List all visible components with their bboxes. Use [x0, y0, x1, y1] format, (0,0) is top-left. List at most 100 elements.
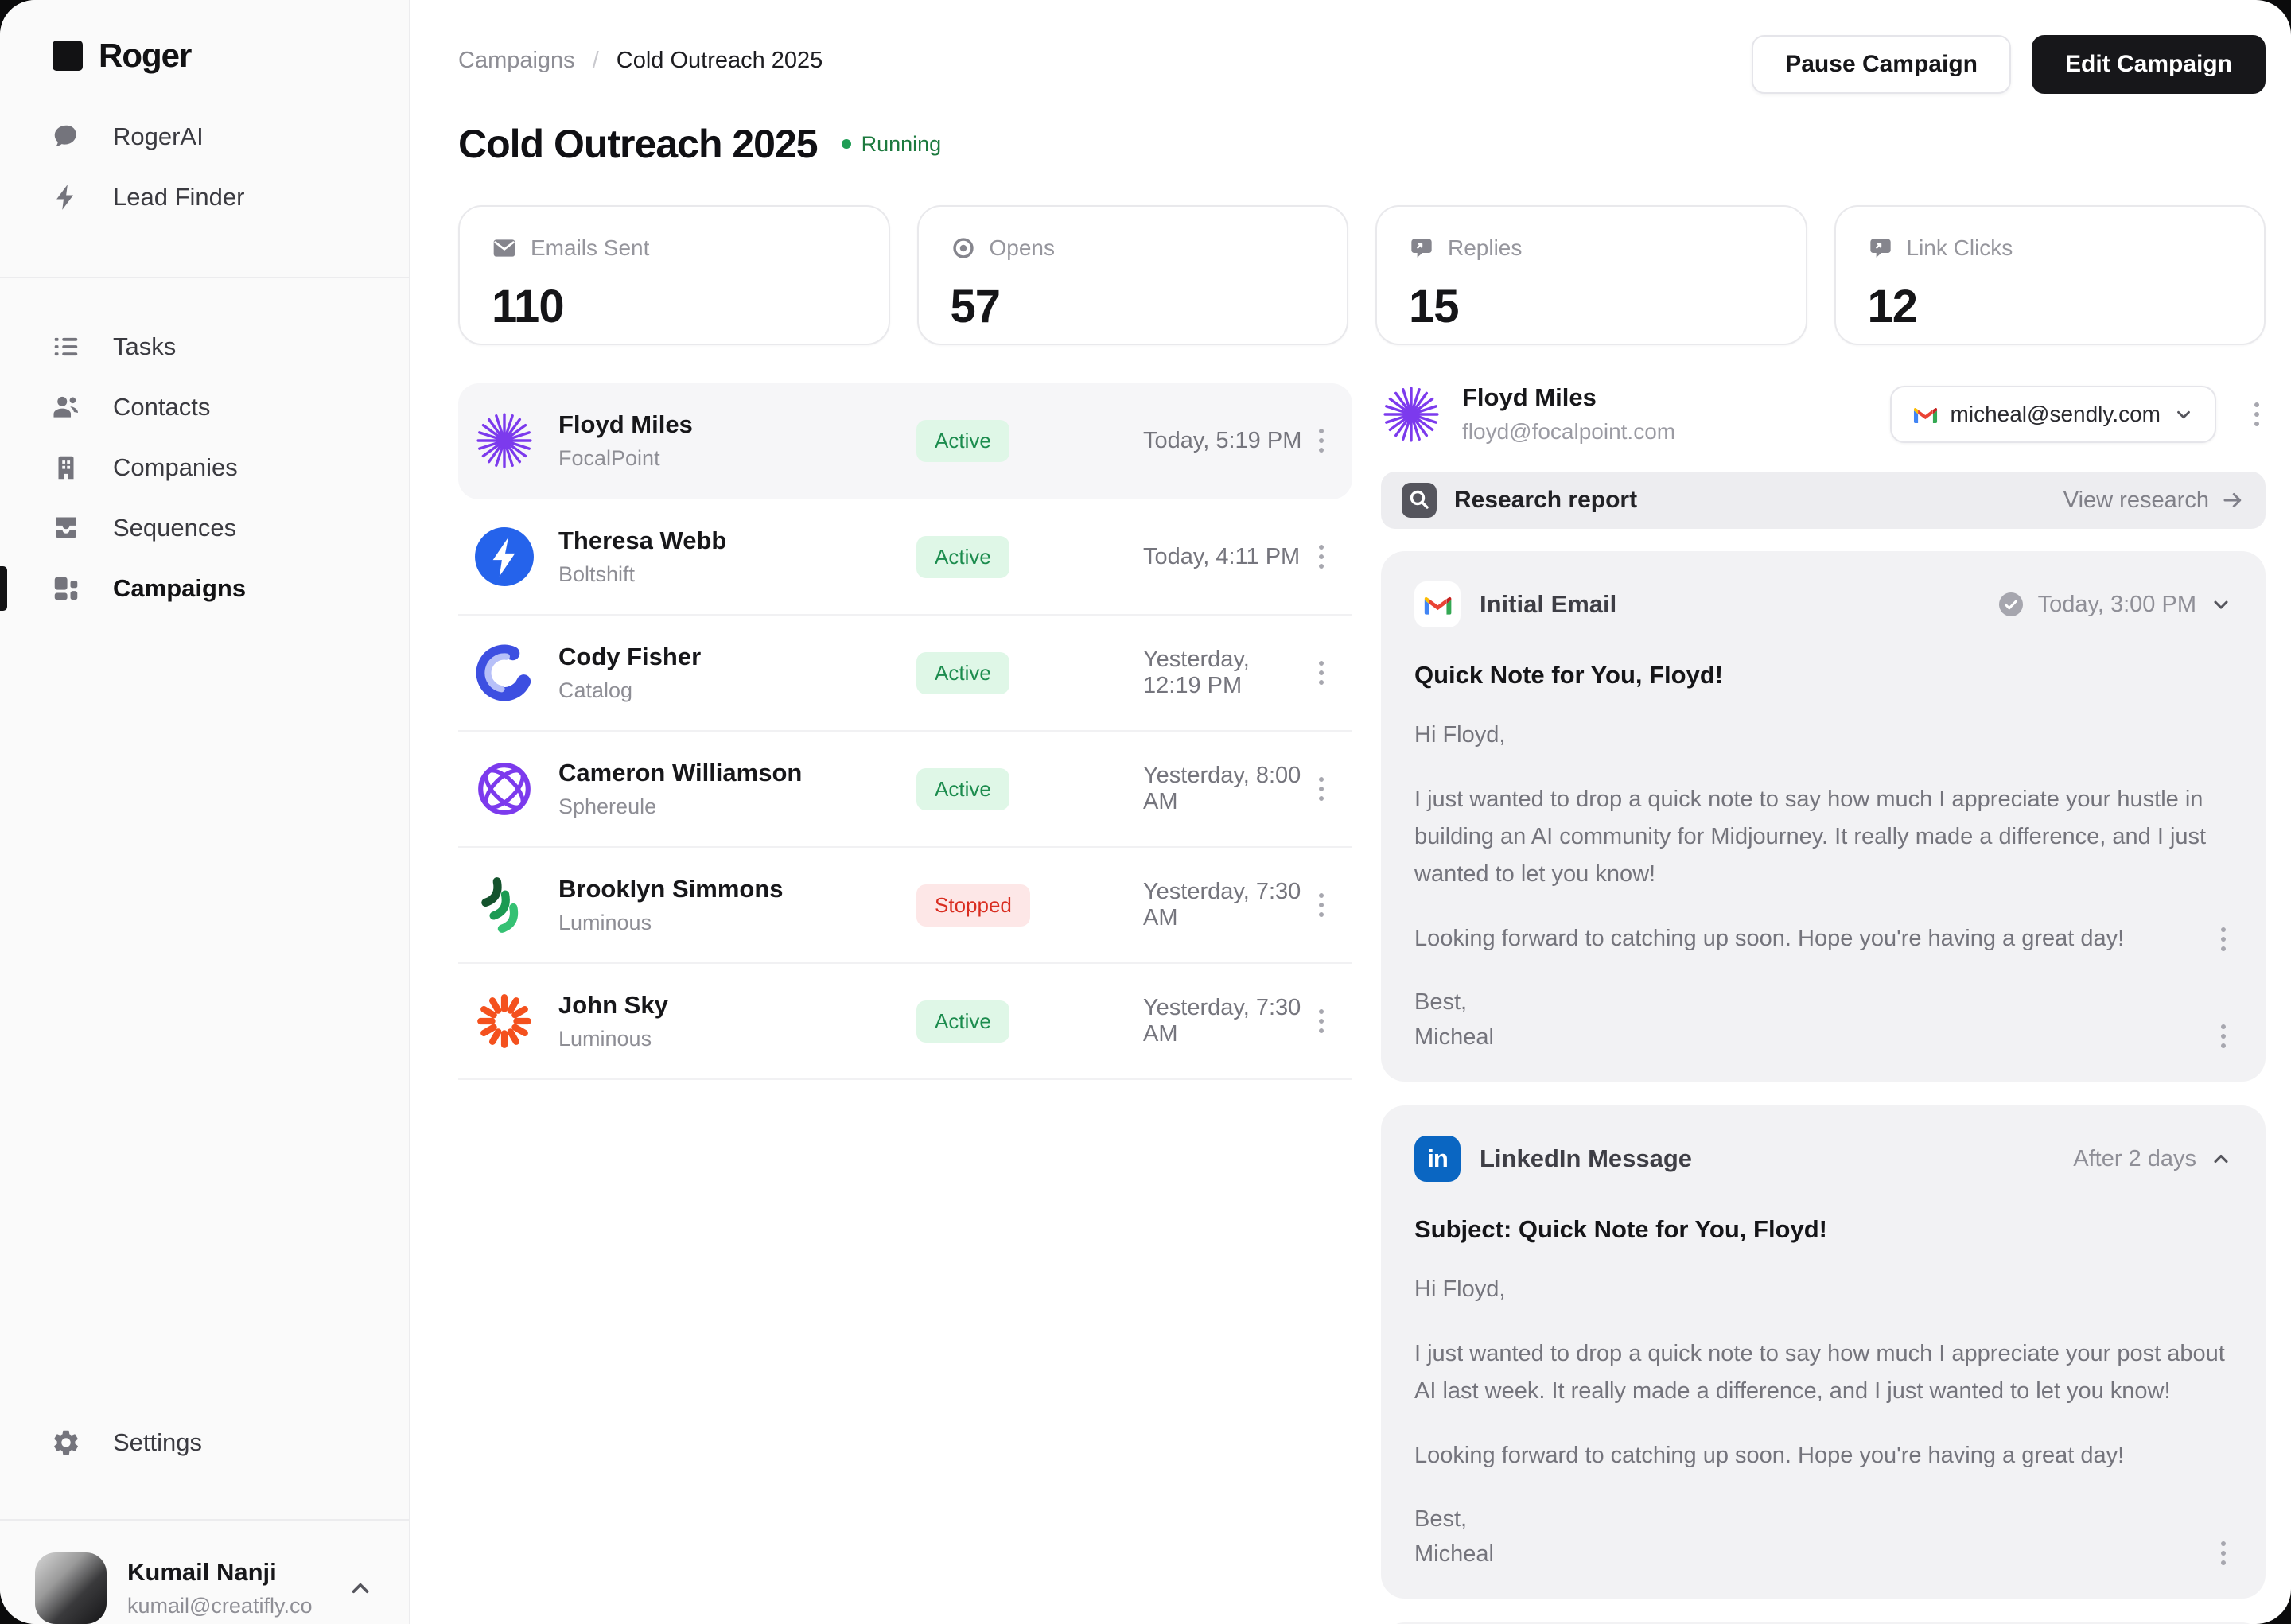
kebab-menu-icon[interactable] [1313, 422, 1330, 459]
envelope-icon [492, 235, 517, 261]
contact-row-floyd-miles[interactable]: Floyd Miles FocalPoint Active Today, 5:1… [458, 383, 1352, 499]
kebab-menu-icon[interactable] [2215, 921, 2232, 958]
roger-logo-icon [53, 41, 83, 71]
focalpoint-logo [1383, 386, 1439, 442]
contact-row-cody-fisher[interactable]: Cody Fisher Catalog Active Yesterday, 12… [458, 616, 1352, 732]
status-badge: Stopped [916, 884, 1030, 927]
last-activity-time: Today, 5:19 PM [1143, 427, 1302, 453]
check-circle-icon [1997, 591, 2025, 618]
sidebar-primary-group: RogerAI Lead Finder [0, 107, 409, 227]
email-paragraph: Looking forward to catching up soon. Hop… [1414, 926, 2125, 951]
step-schedule: After 2 days [2073, 1145, 2196, 1171]
stat-value: 15 [1409, 281, 1460, 332]
kebab-menu-icon[interactable] [1313, 1003, 1330, 1039]
eye-icon [951, 235, 976, 261]
bolt-icon [49, 181, 83, 214]
sender-account-select[interactable]: micheal@sendly.com [1889, 385, 2216, 443]
topbar: Campaigns / Cold Outreach 2025 Pause Cam… [458, 35, 2266, 94]
last-activity-time: Yesterday, 7:30 AM [1143, 879, 1301, 930]
contact-list: Floyd Miles FocalPoint Active Today, 5:1… [458, 383, 1352, 1080]
kebab-menu-icon[interactable] [2248, 396, 2266, 433]
contact-row-john-sky[interactable]: John Sky Luminous Active Yesterday, 7:30… [458, 964, 1352, 1080]
breadcrumb-separator: / [592, 48, 599, 73]
stats-row: Emails Sent 110 Opens 57 Replies 15 Link… [458, 205, 2266, 345]
user-email: kumail@creatifly.co [127, 1594, 313, 1618]
breadcrumb-campaigns[interactable]: Campaigns [458, 48, 575, 73]
message-paragraph: Looking forward to catching up soon. Hop… [1414, 1443, 2125, 1468]
chat-bubble-icon [49, 120, 83, 153]
email-greeting: Hi Floyd, [1414, 722, 1506, 748]
sidebar-divider [0, 1519, 409, 1521]
email-paragraph: I just wanted to drop a quick note to sa… [1414, 787, 2207, 887]
sidebar-item-campaigns[interactable]: Campaigns [0, 558, 409, 619]
step-card-linkedin-message: in LinkedIn Message After 2 days Subject… [1381, 1105, 2266, 1599]
app-name: Roger [99, 37, 192, 74]
sidebar-nav-group: Tasks Contacts Companies Sequences Campa… [0, 317, 409, 619]
people-icon [49, 390, 83, 424]
chevron-up-icon[interactable] [347, 1575, 374, 1602]
research-file-icon [1402, 483, 1437, 518]
link-click-bubble-icon [1868, 235, 1893, 261]
gear-icon [49, 1426, 83, 1459]
reply-bubble-icon [1409, 235, 1434, 261]
sidebar-item-contacts[interactable]: Contacts [0, 377, 409, 437]
campaign-title-row: Cold Outreach 2025 Running [458, 121, 2266, 167]
contact-row-cameron-williamson[interactable]: Cameron Williamson Sphereule Active Yest… [458, 732, 1352, 848]
sidebar-item-companies[interactable]: Companies [0, 437, 409, 498]
contact-row-theresa-webb[interactable]: Theresa Webb Boltshift Active Today, 4:1… [458, 499, 1352, 616]
stat-value: 110 [492, 281, 565, 332]
kebab-menu-icon[interactable] [1313, 771, 1330, 807]
stat-card-link-clicks: Link Clicks 12 [1834, 205, 2266, 345]
status-badge: Active [916, 651, 1009, 694]
sidebar-item-rogerai[interactable]: RogerAI [0, 107, 409, 167]
sidebar-item-tasks[interactable]: Tasks [0, 317, 409, 377]
building-icon [49, 451, 83, 484]
view-research-link[interactable]: View research [2063, 488, 2245, 514]
user-account-card[interactable]: Kumail Nanji kumail@creatifly.co [0, 1521, 409, 1624]
tray-icon [49, 511, 83, 545]
status-badge: Active [916, 535, 1009, 578]
pause-campaign-button[interactable]: Pause Campaign [1752, 35, 2011, 94]
kebab-menu-icon[interactable] [2215, 1535, 2232, 1572]
stat-value: 57 [950, 281, 1002, 332]
stat-card-emails-sent: Emails Sent 110 [458, 205, 890, 345]
avatar [35, 1552, 107, 1624]
message-paragraph: I just wanted to drop a quick note to sa… [1414, 1341, 2225, 1404]
sidebar-item-sequences[interactable]: Sequences [0, 498, 409, 558]
last-activity-time: Today, 4:11 PM [1143, 543, 1301, 569]
gmail-icon [1912, 404, 1938, 425]
linkedin-icon: in [1414, 1136, 1461, 1182]
step-schedule: Today, 3:00 PM [2037, 591, 2196, 617]
last-activity-time: Yesterday, 12:19 PM [1143, 647, 1250, 698]
chevron-down-icon [2173, 404, 2194, 425]
edit-campaign-button[interactable]: Edit Campaign [2031, 35, 2266, 94]
sphereule-logo [474, 759, 535, 819]
header-actions: Pause Campaign Edit Campaign [1752, 35, 2266, 94]
research-report-bar[interactable]: Research report View research [1381, 472, 2266, 529]
detail-header: Floyd Miles floyd@focalpoint.com micheal… [1381, 383, 2266, 445]
stat-card-replies: Replies 15 [1375, 205, 1807, 345]
running-dot-icon [841, 139, 851, 149]
chevron-up-icon[interactable] [2210, 1148, 2232, 1170]
status-badge: Active [916, 419, 1009, 462]
main-content: Campaigns / Cold Outreach 2025 Pause Cam… [410, 0, 2291, 1624]
contact-row-brooklyn-simmons[interactable]: Brooklyn Simmons Luminous Stopped Yester… [458, 848, 1352, 964]
arrow-right-icon [2221, 488, 2245, 512]
sidebar: Roger RogerAI Lead Finder Tasks Contacts [0, 0, 410, 1624]
step-card-initial-email: Initial Email Today, 3:00 PM Quick Note … [1381, 551, 2266, 1082]
kebab-menu-icon[interactable] [1313, 538, 1330, 575]
content-area: Floyd Miles FocalPoint Active Today, 5:1… [458, 383, 2266, 1624]
boltshift-logo [475, 527, 534, 586]
email-signature: Best, Micheal [1414, 989, 1494, 1050]
chevron-down-icon[interactable] [2210, 593, 2232, 616]
app-logo: Roger [53, 37, 409, 75]
kebab-menu-icon[interactable] [2215, 1018, 2232, 1055]
kebab-menu-icon[interactable] [1313, 655, 1330, 691]
breadcrumb-current: Cold Outreach 2025 [616, 48, 823, 73]
sidebar-item-settings[interactable]: Settings [0, 1412, 409, 1473]
contact-name: Floyd Miles [1462, 383, 1597, 411]
sidebar-item-lead-finder[interactable]: Lead Finder [0, 167, 409, 227]
contact-detail-panel: Floyd Miles floyd@focalpoint.com micheal… [1381, 383, 2266, 1624]
kebab-menu-icon[interactable] [1313, 887, 1330, 923]
